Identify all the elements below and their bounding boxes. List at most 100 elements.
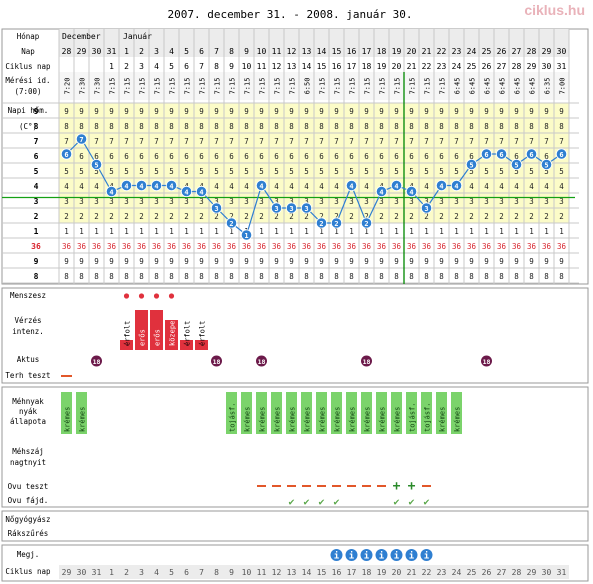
ovu-pain-check: ✔	[393, 497, 399, 508]
grid-value: 9	[289, 257, 294, 266]
grid-value: 1	[109, 227, 114, 236]
mucus-bar	[451, 392, 462, 434]
day-number: 18	[377, 47, 387, 56]
info-icon-glyph: i	[424, 551, 430, 562]
mucus-label: krémes	[394, 407, 402, 432]
ovu-test-negative	[362, 485, 371, 487]
scale-label: 8	[34, 122, 39, 131]
day-number: 10	[257, 47, 267, 56]
grid-value: 36	[272, 242, 282, 251]
grid-value: 6	[259, 152, 264, 161]
grid-value: 7	[199, 137, 204, 146]
temperature-point	[270, 202, 283, 214]
temperature-point-label: 1	[244, 232, 248, 240]
grid-value: 36	[347, 242, 357, 251]
grid-value: 3	[94, 197, 99, 206]
day-number: 3	[154, 47, 159, 56]
grid-value: 9	[244, 107, 249, 116]
grid-value: 1	[424, 227, 429, 236]
grid-value: 8	[184, 272, 189, 281]
bottom-cycle-day: 15	[317, 568, 327, 577]
row-label-ovu_pain: Ovu fájd.	[8, 496, 49, 505]
info-icon	[375, 549, 388, 561]
grid-value: 1	[559, 227, 564, 236]
scale-label: 4	[34, 182, 39, 191]
grid-value: 8	[439, 272, 444, 281]
grid-value: 36	[437, 242, 447, 251]
grid-value: 2	[124, 212, 129, 221]
grid-value: 1	[139, 227, 144, 236]
grid-value: 36	[542, 242, 552, 251]
grid-value: 7	[559, 137, 564, 146]
ovu-test-negative	[317, 485, 326, 487]
temperature-point	[240, 229, 253, 241]
grid-value: 3	[109, 197, 114, 206]
measure-time: 7:30	[94, 78, 102, 95]
scale-label: 8	[34, 272, 39, 281]
grid-value: 8	[424, 272, 429, 281]
grid-value: 3	[559, 197, 564, 206]
grid-value: 2	[499, 212, 504, 221]
day-number: 12	[287, 47, 297, 56]
day-number: 28	[62, 47, 72, 56]
grid-value: 8	[169, 272, 174, 281]
grid-value: 1	[484, 227, 489, 236]
mucus-bar	[316, 392, 327, 434]
grid-value: 7	[484, 137, 489, 146]
temperature-point	[435, 179, 448, 192]
mucus-bar	[286, 392, 297, 434]
grid-value: 8	[139, 272, 144, 281]
intercourse-mark	[481, 355, 492, 367]
temperature-point-label: 7	[79, 136, 83, 144]
grid-value: 8	[289, 272, 294, 281]
grid-value: 5	[169, 167, 174, 176]
scale-label: 9	[34, 107, 39, 116]
grid-value: 6	[94, 152, 99, 161]
grid-value: 5	[229, 167, 234, 176]
info-icon	[345, 549, 358, 561]
grid-value: 3	[199, 197, 204, 206]
grid-value: 8	[229, 272, 234, 281]
grid-value: 9	[529, 257, 534, 266]
grid-value: 4	[64, 182, 69, 191]
temperature-point	[465, 158, 478, 171]
grid-value: 36	[122, 242, 132, 251]
temperature-point	[90, 158, 103, 171]
grid-value: 1	[184, 227, 189, 236]
ovu-test-negative	[287, 485, 296, 487]
grid-value: 8	[94, 122, 99, 131]
temperature-point	[165, 179, 178, 192]
pregnancy-test-mark	[61, 375, 72, 377]
grid-value: 36	[107, 242, 117, 251]
temperature-point	[525, 148, 538, 160]
grid-value: 36	[527, 242, 537, 251]
grid-value: 2	[94, 212, 99, 221]
ovu-pain-check: ✔	[333, 497, 339, 508]
temperature-point	[345, 179, 358, 192]
grid-value: 1	[379, 227, 384, 236]
cycle-day: 27	[497, 62, 507, 71]
grid-value: 9	[469, 107, 474, 116]
grid-value: 36	[212, 242, 222, 251]
temperature-point-label: 4	[184, 189, 188, 197]
grid-value: 8	[304, 122, 309, 131]
temperature-point	[300, 202, 313, 214]
cycle-day: 28	[512, 62, 522, 71]
menses-dot	[138, 293, 145, 299]
bottom-cycle-day: 25	[467, 568, 477, 577]
grid-value: 9	[64, 107, 69, 116]
ovu-test-negative	[422, 485, 431, 487]
intercourse-mark	[256, 355, 267, 367]
grid-value: 6	[319, 152, 324, 161]
temperature-point-label: 4	[394, 183, 398, 191]
grid-value: 1	[319, 227, 324, 236]
grid-value: 9	[109, 107, 114, 116]
grid-value: 5	[304, 167, 309, 176]
grid-value: 8	[349, 272, 354, 281]
ovu-test-negative	[302, 485, 311, 487]
grid-value: 8	[274, 272, 279, 281]
grid-value: 2	[289, 212, 294, 221]
mucus-bar	[241, 392, 252, 434]
day-number: 25	[482, 47, 492, 56]
intercourse-mark	[91, 355, 102, 367]
